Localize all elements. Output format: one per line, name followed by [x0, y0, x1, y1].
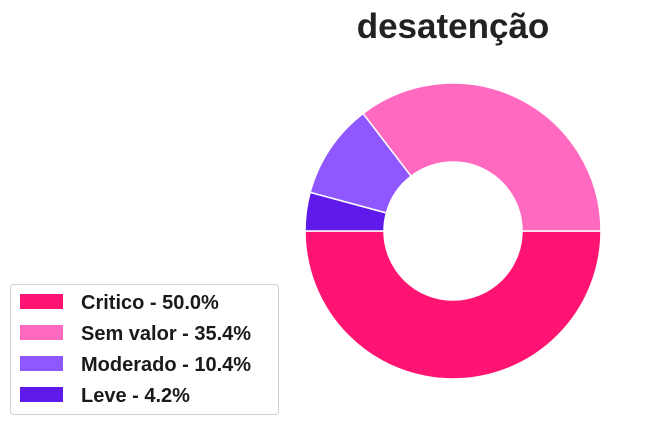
chart-title: desatenção: [357, 7, 550, 46]
legend-label: Leve - 4.2%: [81, 385, 190, 407]
legend-label: Critico - 50.0%: [81, 292, 219, 314]
legend-swatch: [20, 325, 63, 340]
legend-swatch: [20, 387, 63, 402]
slice-critico: [304, 230, 602, 380]
legend: Critico - 50.0% Sem valor - 35.4% Moderado…: [10, 284, 279, 415]
legend-swatch: [20, 294, 63, 309]
legend-label: Sem valor - 35.4%: [81, 323, 251, 345]
slice-sem-valor: [361, 82, 602, 232]
slice-leve: [304, 191, 388, 232]
legend-box: [10, 284, 279, 415]
donut-slices: [304, 82, 602, 380]
legend-swatch: [20, 356, 63, 371]
legend-label: Moderado - 10.4%: [81, 354, 251, 376]
